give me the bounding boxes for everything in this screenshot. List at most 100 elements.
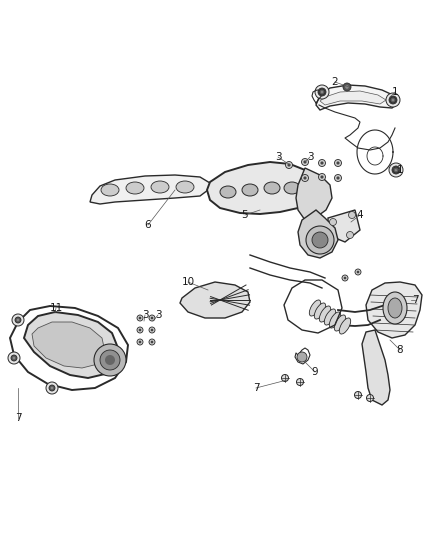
Text: 3: 3 [275, 152, 281, 162]
Circle shape [395, 168, 397, 171]
Polygon shape [362, 330, 390, 405]
Circle shape [389, 96, 397, 104]
Text: 8: 8 [397, 345, 403, 355]
Circle shape [392, 166, 400, 174]
Text: 4: 4 [357, 210, 363, 220]
Circle shape [390, 97, 396, 103]
Circle shape [301, 158, 308, 166]
Circle shape [335, 159, 342, 166]
Circle shape [319, 89, 325, 95]
Text: 7: 7 [15, 413, 21, 423]
Circle shape [49, 385, 55, 391]
Text: 7: 7 [412, 295, 418, 305]
Ellipse shape [126, 182, 144, 194]
Circle shape [151, 341, 153, 343]
Circle shape [139, 329, 141, 332]
Circle shape [393, 167, 399, 173]
Circle shape [315, 85, 329, 99]
Circle shape [345, 85, 349, 89]
Circle shape [344, 277, 346, 279]
Ellipse shape [334, 315, 346, 331]
Circle shape [149, 339, 155, 345]
Text: 11: 11 [49, 303, 63, 313]
Circle shape [336, 176, 339, 180]
Circle shape [389, 163, 403, 177]
Circle shape [17, 319, 19, 321]
Circle shape [321, 161, 324, 165]
Circle shape [105, 355, 115, 365]
Circle shape [312, 232, 328, 248]
Circle shape [335, 174, 342, 182]
Ellipse shape [314, 303, 326, 319]
Circle shape [8, 352, 20, 364]
Circle shape [15, 317, 21, 323]
Text: 1: 1 [392, 87, 398, 97]
Circle shape [149, 327, 155, 333]
Text: 5: 5 [242, 210, 248, 220]
Ellipse shape [339, 318, 351, 334]
Circle shape [391, 98, 395, 102]
Circle shape [357, 271, 359, 273]
Circle shape [13, 357, 15, 359]
Ellipse shape [388, 298, 402, 318]
Circle shape [139, 341, 141, 343]
Circle shape [320, 90, 324, 94]
Circle shape [355, 269, 361, 275]
Ellipse shape [284, 182, 300, 194]
Polygon shape [90, 175, 210, 204]
Text: 2: 2 [332, 77, 338, 87]
Circle shape [318, 88, 326, 96]
Ellipse shape [101, 184, 119, 196]
Ellipse shape [324, 309, 336, 325]
Circle shape [149, 315, 155, 321]
Ellipse shape [329, 312, 341, 328]
Circle shape [151, 317, 153, 319]
Polygon shape [296, 168, 332, 220]
Polygon shape [32, 322, 105, 368]
Circle shape [304, 176, 307, 180]
Circle shape [94, 344, 126, 376]
Text: 1: 1 [397, 165, 403, 175]
Circle shape [321, 175, 324, 179]
Circle shape [51, 386, 53, 389]
Circle shape [329, 219, 336, 225]
Circle shape [11, 355, 17, 361]
Circle shape [301, 174, 308, 182]
Circle shape [318, 174, 325, 181]
Circle shape [287, 164, 290, 167]
Circle shape [306, 226, 334, 254]
Circle shape [343, 83, 351, 91]
Circle shape [354, 392, 361, 399]
Circle shape [151, 329, 153, 332]
Ellipse shape [151, 181, 169, 193]
Text: 3: 3 [155, 310, 161, 320]
Circle shape [100, 350, 120, 370]
Ellipse shape [383, 292, 407, 324]
Circle shape [392, 99, 394, 101]
Circle shape [342, 275, 348, 281]
Circle shape [46, 382, 58, 394]
Text: 10: 10 [181, 277, 194, 287]
Circle shape [394, 168, 398, 172]
Polygon shape [180, 282, 250, 318]
Circle shape [137, 339, 143, 345]
Polygon shape [316, 85, 398, 110]
Ellipse shape [319, 306, 331, 322]
Polygon shape [328, 210, 360, 242]
Circle shape [304, 160, 307, 164]
Polygon shape [207, 162, 318, 214]
Polygon shape [298, 210, 338, 258]
Circle shape [386, 93, 400, 107]
Text: 9: 9 [312, 367, 318, 377]
Circle shape [318, 159, 325, 166]
Polygon shape [320, 91, 386, 105]
Circle shape [346, 231, 353, 238]
Ellipse shape [309, 300, 321, 316]
Polygon shape [24, 312, 118, 378]
Circle shape [297, 378, 304, 385]
Circle shape [349, 212, 356, 219]
Ellipse shape [176, 181, 194, 193]
Text: 6: 6 [145, 220, 151, 230]
Circle shape [297, 352, 307, 362]
Text: 3: 3 [307, 152, 313, 162]
